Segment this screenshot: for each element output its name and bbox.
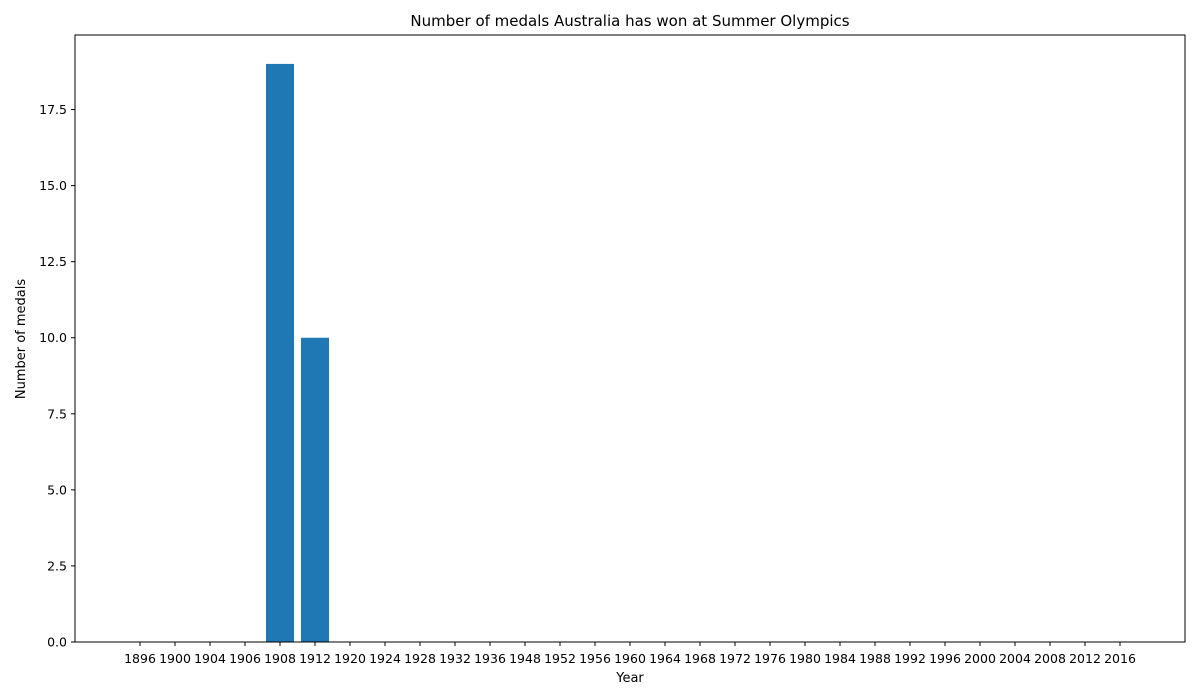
chart-title: Number of medals Australia has won at Su… [410,12,849,30]
bar-1908 [266,63,294,642]
y-axis-label: Number of medals [14,279,29,400]
x-tick-label: 1920 [334,651,366,666]
x-tick-label: 1896 [124,651,156,666]
x-tick-label: 2008 [1034,651,1066,666]
y-tick-label: 7.5 [47,406,67,421]
x-tick-label: 1928 [404,651,436,666]
x-tick-label: 1980 [789,651,821,666]
y-axis: 0.0 2.5 5.0 7.5 10.0 12.5 15.0 17.5 [39,102,75,650]
x-tick-label: 1976 [754,651,786,666]
x-tick-label: 1936 [474,651,506,666]
y-tick-label: 2.5 [47,558,67,573]
x-tick-label: 1988 [859,651,891,666]
y-tick-label: 5.0 [47,482,67,497]
x-tick-label: 1960 [614,651,646,666]
x-tick-label: 1924 [369,651,401,666]
x-tick-label: 1968 [684,651,716,666]
y-tick-label: 15.0 [39,178,67,193]
x-tick-label: 1996 [929,651,961,666]
x-tick-label: 1992 [894,651,926,666]
bars-group [266,63,329,642]
x-tick-label: 1932 [439,651,471,666]
y-tick-label: 10.0 [39,330,67,345]
x-tick-label: 1906 [229,651,261,666]
x-tick-label: 2000 [964,651,996,666]
x-tick-label: 1900 [159,651,191,666]
x-tick-label: 1964 [649,651,681,666]
x-tick-label: 1904 [194,651,226,666]
x-tick-label: 1908 [264,651,296,666]
x-tick-label: 2016 [1104,651,1136,666]
x-tick-label: 2012 [1069,651,1101,666]
y-tick-label: 12.5 [39,254,67,269]
y-tick-label: 0.0 [47,635,67,650]
y-tick-label: 17.5 [39,102,67,117]
x-tick-label: 1948 [509,651,541,666]
x-tick-label: 2004 [999,651,1031,666]
x-tick-label: 1952 [544,651,576,666]
x-axis: 1896 1900 1904 1906 1908 1912 1920 1924 1928 1932… [124,642,1136,666]
x-axis-label: Year [615,671,644,686]
x-tick-label: 1956 [579,651,611,666]
x-tick-label: 1984 [824,651,856,666]
x-tick-label: 1972 [719,651,751,666]
x-tick-label: 1912 [299,651,331,666]
plot-frame [74,34,1186,643]
bar-1912 [301,337,329,642]
